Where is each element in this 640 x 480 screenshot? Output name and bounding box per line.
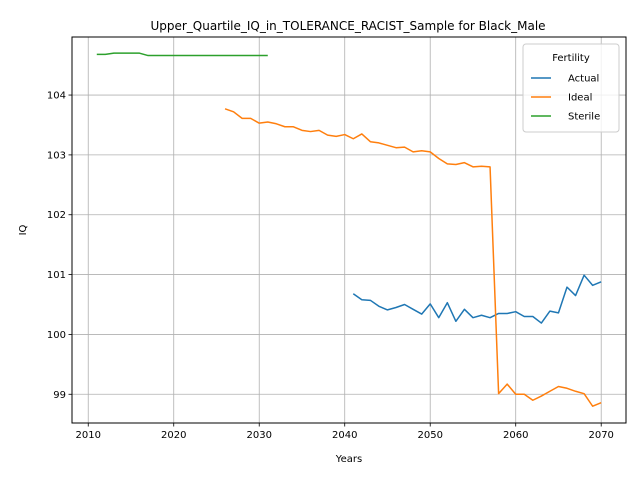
x-tick-label: 2070 xyxy=(588,430,613,441)
y-tick-label: 103 xyxy=(47,150,66,161)
legend-label-sterile: Sterile xyxy=(568,112,600,123)
y-axis-title: IQ xyxy=(18,224,29,235)
series-line-ideal xyxy=(224,108,602,407)
x-tick-label: 2030 xyxy=(247,430,272,441)
legend-title: Fertility xyxy=(552,53,590,64)
x-axis-title: Years xyxy=(335,454,362,465)
x-tick-label: 2020 xyxy=(161,430,186,441)
y-tick-label: 102 xyxy=(47,210,66,221)
y-tick-label: 104 xyxy=(47,91,66,102)
legend-box xyxy=(522,43,620,133)
axis-ticks: 2010 2020 2030 2040 2050 2060 2070 99 100 101 102 1… xyxy=(47,91,614,441)
legend-label-ideal: Ideal xyxy=(568,93,592,104)
legend-entries: Actual Ideal Sterile xyxy=(531,74,600,123)
grid-lines xyxy=(72,37,626,423)
x-tick-label: 2040 xyxy=(332,430,357,441)
series-line-actual xyxy=(352,274,602,324)
x-tick-label: 2010 xyxy=(76,430,101,441)
y-tick-label: 99 xyxy=(53,390,66,401)
legend-label-actual: Actual xyxy=(568,74,599,85)
x-tick-label: 2060 xyxy=(503,430,528,441)
x-tick-label: 2050 xyxy=(417,430,442,441)
y-tick-label: 101 xyxy=(47,270,66,281)
series-line-sterile xyxy=(96,52,268,57)
y-tick-label: 100 xyxy=(47,330,66,341)
plot-frame xyxy=(71,36,627,424)
legend: Fertility Actual Ideal Sterile xyxy=(522,43,620,133)
chart-title: Upper_Quartile_IQ_in_TOLERANCE_RACIST_Sa… xyxy=(150,19,545,33)
series-lines xyxy=(96,52,602,407)
